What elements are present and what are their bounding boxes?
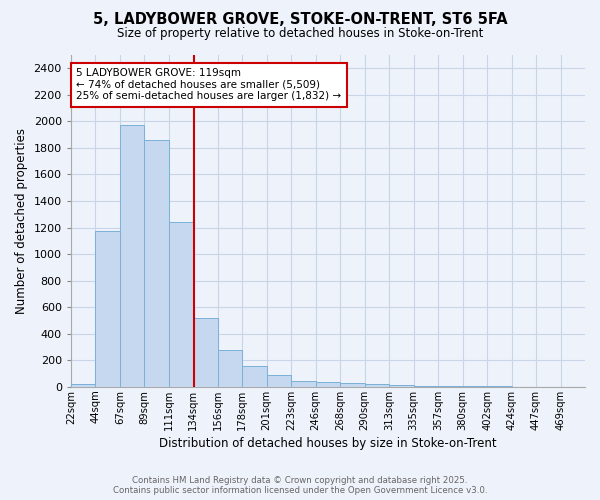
Bar <box>193 318 218 387</box>
Bar <box>487 386 512 387</box>
Bar <box>95 231 120 387</box>
Bar <box>389 385 413 387</box>
Bar <box>242 366 267 387</box>
Bar <box>413 386 438 387</box>
Text: 5 LADYBOWER GROVE: 119sqm
← 74% of detached houses are smaller (5,509)
25% of se: 5 LADYBOWER GROVE: 119sqm ← 74% of detac… <box>76 68 341 102</box>
Text: Contains HM Land Registry data © Crown copyright and database right 2025.
Contai: Contains HM Land Registry data © Crown c… <box>113 476 487 495</box>
Text: Size of property relative to detached houses in Stoke-on-Trent: Size of property relative to detached ho… <box>117 28 483 40</box>
X-axis label: Distribution of detached houses by size in Stoke-on-Trent: Distribution of detached houses by size … <box>159 437 497 450</box>
Bar <box>365 384 389 387</box>
Bar <box>267 375 291 387</box>
Text: 5, LADYBOWER GROVE, STOKE-ON-TRENT, ST6 5FA: 5, LADYBOWER GROVE, STOKE-ON-TRENT, ST6 … <box>92 12 508 28</box>
Y-axis label: Number of detached properties: Number of detached properties <box>15 128 28 314</box>
Bar <box>120 124 144 387</box>
Bar <box>291 381 316 387</box>
Bar <box>438 386 463 387</box>
Bar <box>218 350 242 387</box>
Bar <box>316 382 340 387</box>
Bar <box>71 384 95 387</box>
Bar <box>144 140 169 387</box>
Bar <box>340 383 365 387</box>
Bar <box>169 222 193 387</box>
Bar <box>463 386 487 387</box>
